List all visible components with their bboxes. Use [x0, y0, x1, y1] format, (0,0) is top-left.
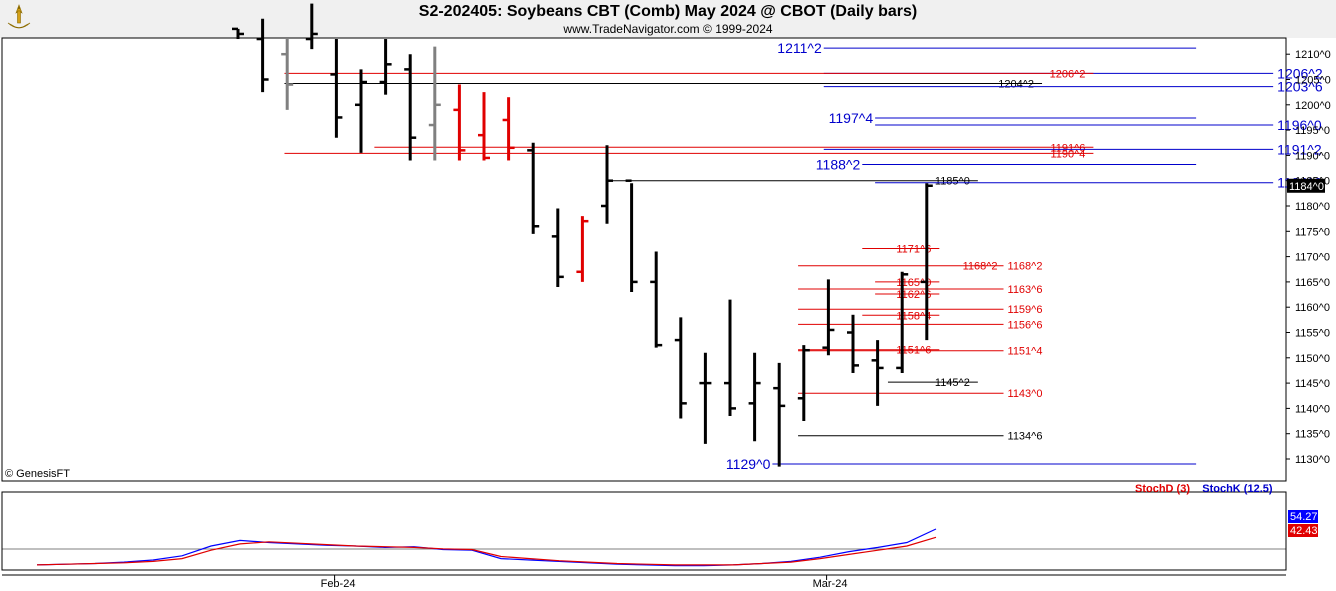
stoch-value-label: 54.27 [1290, 511, 1318, 523]
price-level-label: 1163^6 [1008, 284, 1043, 296]
price-level-label: 1145^2 [935, 377, 970, 389]
price-plot-frame [1, 37, 1287, 482]
y-tick-label: 1195^0 [1295, 125, 1330, 137]
price-level-label: 1165^0 [896, 277, 931, 289]
x-tick-label: Mar-24 [813, 578, 848, 590]
stoch-value-tag [1288, 524, 1318, 537]
y-tick-label: 1205^0 [1295, 75, 1331, 87]
indicator-legend: StochD (3) StochK (12.5) [1135, 483, 1273, 495]
last-price-tag [1287, 178, 1325, 193]
x-tick-label: Feb-24 [321, 578, 356, 590]
chart-title: S2-202405: Soybeans CBT (Comb) May 2024 … [418, 3, 918, 20]
price-level-label: 1158^4 [896, 310, 931, 322]
y-tick-label: 1190^0 [1295, 150, 1330, 162]
y-tick-label: 1180^0 [1295, 201, 1330, 213]
price-level-label: 1206^2 [1050, 68, 1086, 80]
price-level-label: 1197^4 [829, 110, 874, 126]
price-level-label: 1143^0 [1008, 388, 1043, 400]
price-level-label: 1156^6 [1008, 319, 1043, 331]
stoch-value-label: 42.43 [1290, 525, 1318, 537]
y-tick-label: 1140^0 [1295, 403, 1330, 415]
source-label: © GenesisFT [5, 468, 70, 480]
price-level-label: 1185^0 [935, 176, 970, 188]
price-level-label: 1151^4 [1008, 346, 1043, 358]
price-level-label: 1129^0 [726, 456, 771, 472]
ohlc-bars [232, 3, 933, 467]
stoch-series-line [36, 536, 937, 566]
stochastic-panel: 54.27 42.43 [36, 510, 1318, 567]
price-level-label: 1162^6 [896, 289, 931, 301]
y-tick-label: 1210^0 [1295, 49, 1331, 61]
y-tick-label: 1155^0 [1295, 328, 1330, 340]
price-level-label: 1196^0 [1277, 117, 1322, 133]
price-level-label: 1206^2 [1277, 65, 1323, 81]
stoch-d-label: StochD (3) [1135, 483, 1190, 495]
y-tick-label: 1175^0 [1295, 226, 1330, 238]
y-tick-label: 1200^0 [1295, 100, 1331, 112]
y-tick-label: 1165^0 [1295, 277, 1330, 289]
y-tick-label: 1130^0 [1295, 454, 1330, 466]
price-level-label: 1203^6 [1277, 79, 1323, 95]
chart-header: S2-202405: Soybeans CBT (Comb) May 2024 … [0, 0, 1336, 38]
price-level-label: 1168^2 [963, 261, 998, 273]
stoch-k-label: StochK (12.5) [1202, 483, 1273, 495]
indicator-plot-frame [1, 491, 1287, 571]
price-level-label: 1159^6 [1008, 304, 1043, 316]
price-level-label: 1171^6 [896, 244, 931, 256]
price-axis: 1130^0 1135^0 1140^0 1145^0 1150^0 1155^0 1160… [321, 49, 1331, 590]
chart-frame [1, 37, 1287, 576]
y-tick-label: 1145^0 [1295, 378, 1330, 390]
y-tick-label: 1150^0 [1295, 353, 1330, 365]
price-level-label: 1190^4 [1050, 148, 1085, 160]
price-level-label: 1188^2 [816, 157, 861, 173]
price-level-label: 1191^6 [1050, 142, 1085, 154]
stoch-value-tag [1288, 510, 1318, 523]
price-level-label: 1211^2 [777, 40, 822, 56]
price-level-label: 1204^2 [998, 79, 1034, 91]
chart-subtitle: www.TradeNavigator.com © 1999-2024 [563, 22, 773, 36]
y-tick-label: 1160^0 [1295, 302, 1330, 314]
y-tick-label: 1135^0 [1295, 429, 1330, 441]
price-level-label: 1191^2 [1277, 141, 1322, 157]
last-price-label: 1184^0 [1289, 181, 1324, 193]
price-level-label: 1134^6 [1008, 431, 1043, 443]
navigator-logo-icon [7, 4, 31, 29]
price-level-label: 1168^2 [1008, 261, 1043, 273]
y-tick-label: 1170^0 [1295, 252, 1330, 264]
